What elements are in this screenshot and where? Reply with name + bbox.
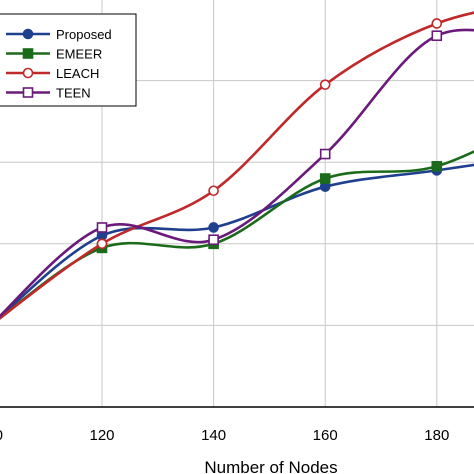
legend-item-teen: TEEN: [6, 86, 91, 101]
data-point-emeer: [319, 173, 331, 184]
x-tick-label: 140: [201, 427, 226, 444]
legend-item-emeer: EMEER: [6, 47, 102, 62]
x-tick-label: 160: [313, 427, 338, 444]
data-point-leach: [431, 18, 443, 29]
legend-marker-emeer: [22, 48, 34, 59]
data-point-proposed: [208, 222, 219, 233]
data-point-teen: [319, 148, 331, 160]
legend-marker-teen: [22, 87, 34, 98]
x-tick-label: 100: [0, 427, 3, 444]
legend-box: [0, 13, 137, 107]
data-point-teen: [208, 234, 219, 246]
legend: Proposed EMEER LEACH TEEN: [0, 13, 137, 107]
legend-label-teen: TEEN: [56, 86, 91, 101]
data-point-emeer: [431, 160, 443, 172]
series-line-teen: [0, 28, 474, 318]
series-leach: [0, 11, 474, 320]
legend-label-leach: LEACH: [56, 66, 99, 81]
x-tick-label: 120: [89, 427, 114, 444]
series-teen: [0, 28, 474, 318]
legend-label-emeer: EMEER: [56, 47, 102, 62]
x-tick-label: 180: [424, 427, 449, 444]
x-axis-label: Number of Nodes: [204, 458, 337, 474]
legend-marker-leach: [22, 67, 34, 79]
legend-item-leach: LEACH: [6, 66, 99, 81]
data-point-teen: [96, 222, 108, 233]
data-point-leach: [208, 185, 219, 197]
legend-label-proposed: Proposed: [56, 27, 112, 42]
legend-item-proposed: Proposed: [6, 27, 112, 42]
data-point-leach: [96, 238, 108, 250]
legend-marker-proposed: [22, 28, 34, 40]
series-layer: [0, 11, 474, 320]
data-point-teen: [431, 30, 443, 42]
x-tick-labels: 100 120 140 160 180: [0, 427, 449, 444]
data-point-leach: [319, 79, 331, 90]
